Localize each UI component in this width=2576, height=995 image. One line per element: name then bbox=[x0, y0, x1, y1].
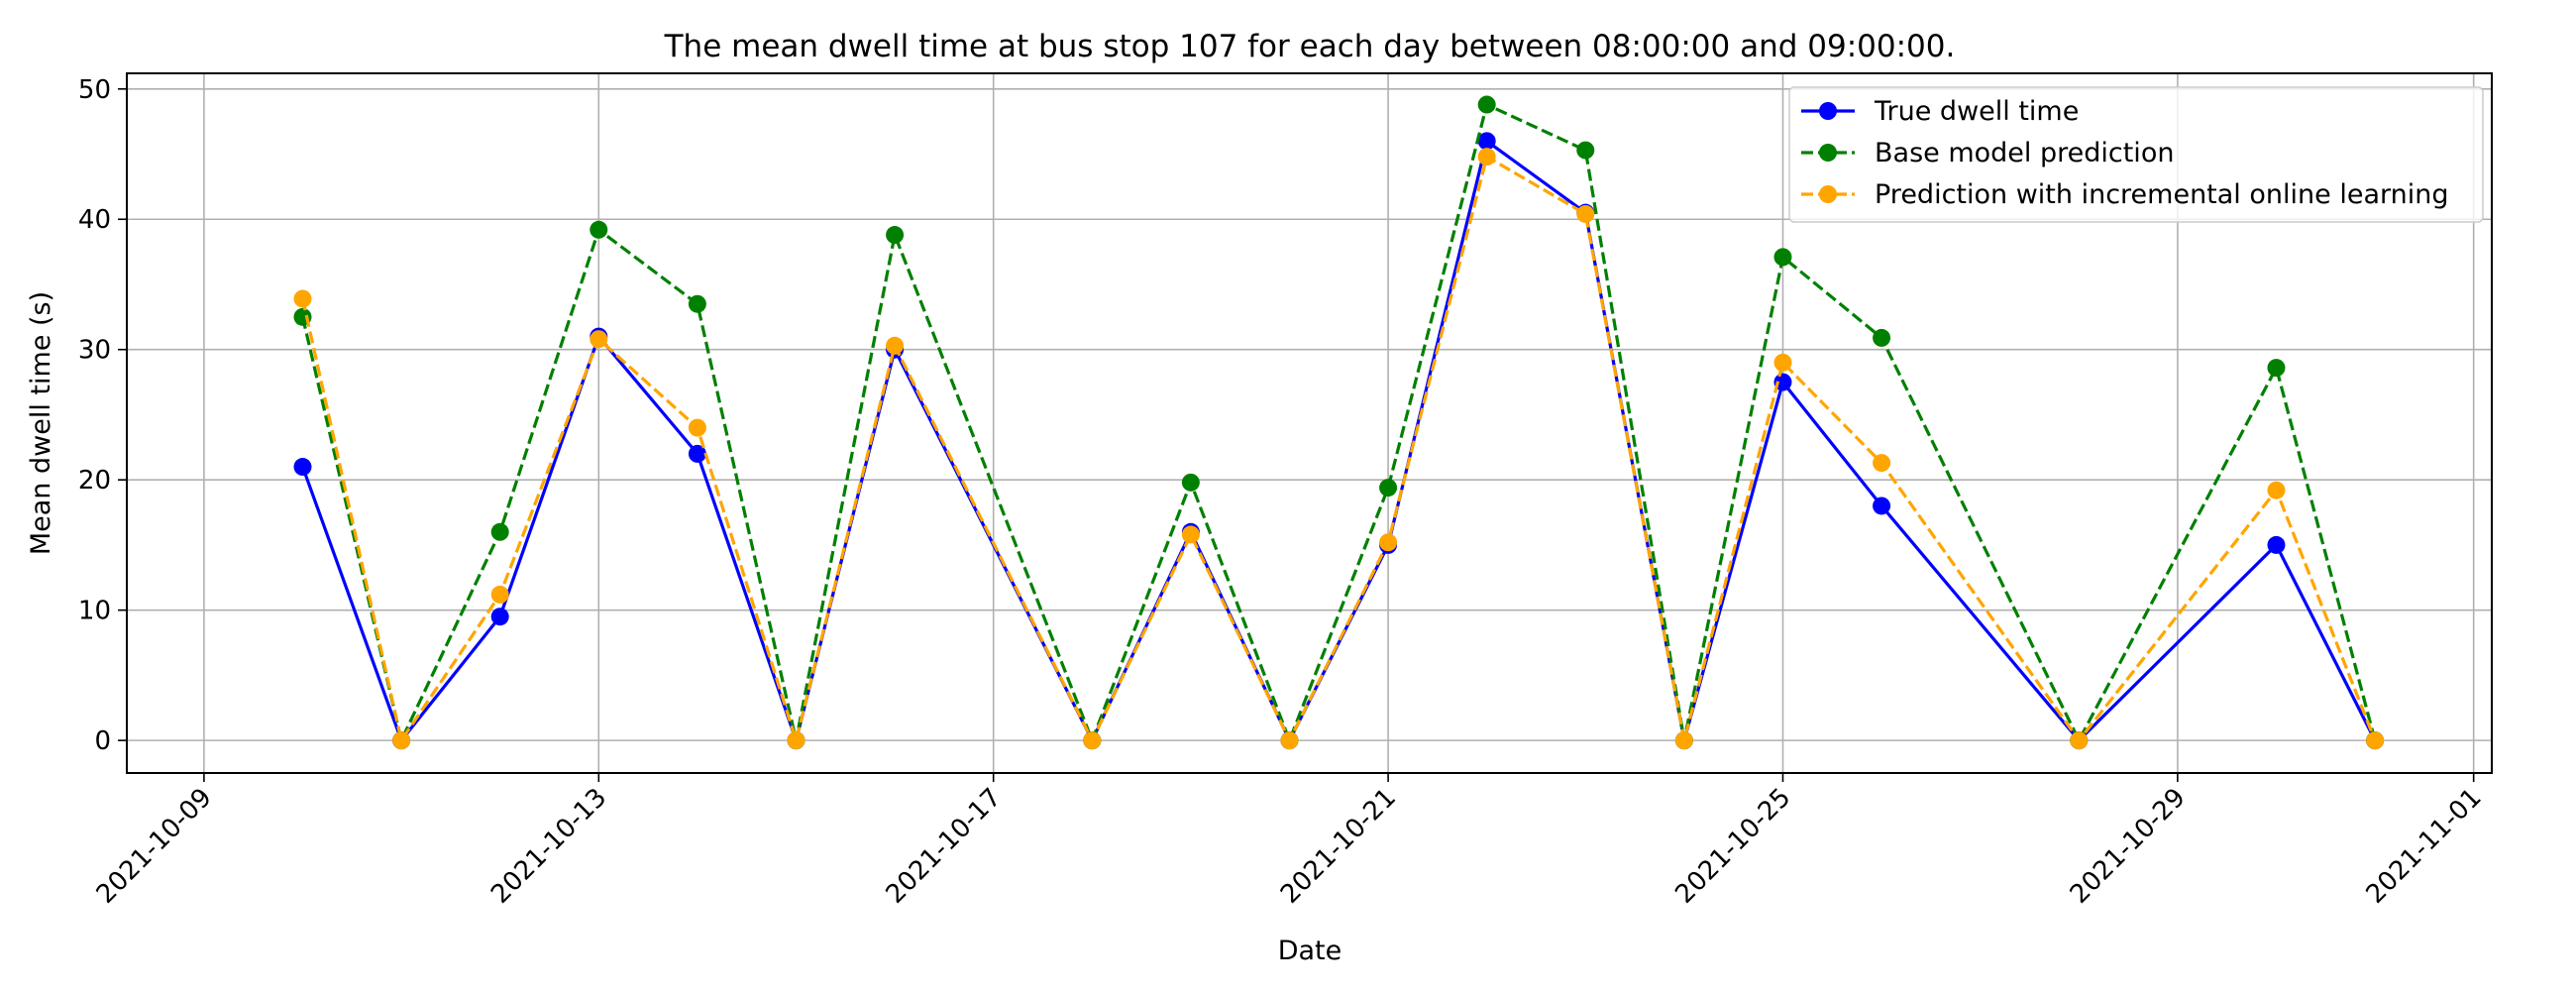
data-point bbox=[1873, 328, 1891, 347]
data-point bbox=[1477, 132, 1496, 151]
data-point bbox=[886, 226, 905, 245]
legend-entry: Prediction with incremental online learn… bbox=[1801, 179, 2449, 210]
y-tick-label: 50 bbox=[78, 75, 111, 105]
x-tick-label: 2021-10-17 bbox=[881, 783, 1008, 910]
data-point bbox=[490, 585, 509, 604]
data-point bbox=[787, 731, 805, 750]
x-axis-label: Date bbox=[1278, 936, 1342, 966]
data-point bbox=[293, 289, 312, 308]
data-point bbox=[886, 336, 905, 355]
data-point bbox=[490, 608, 509, 626]
series-layer bbox=[293, 95, 2385, 750]
legend-marker bbox=[1819, 102, 1837, 120]
data-point bbox=[392, 731, 411, 750]
y-tick-label: 20 bbox=[78, 466, 111, 496]
data-point bbox=[2070, 731, 2089, 750]
x-tick-label: 2021-10-21 bbox=[1275, 783, 1402, 910]
y-tick-label: 40 bbox=[78, 205, 111, 235]
data-point bbox=[1773, 373, 1792, 391]
data-point bbox=[1576, 141, 1595, 160]
legend-entry: True dwell time bbox=[1801, 96, 2079, 127]
data-point bbox=[590, 330, 608, 349]
legend-marker bbox=[1819, 185, 1837, 203]
legend-label: Prediction with incremental online learn… bbox=[1875, 179, 2449, 210]
data-point bbox=[688, 444, 706, 463]
data-point bbox=[490, 522, 509, 541]
series-line bbox=[300, 155, 2377, 742]
legend-box bbox=[1788, 86, 2484, 223]
data-point bbox=[1477, 148, 1496, 166]
data-point bbox=[688, 418, 706, 437]
plot-frame bbox=[126, 72, 2493, 774]
data-point bbox=[2366, 731, 2385, 750]
data-point bbox=[1083, 731, 1102, 750]
data-point bbox=[688, 294, 706, 313]
legend-entry: Base model prediction bbox=[1801, 138, 2174, 168]
data-point bbox=[1379, 533, 1398, 552]
data-point bbox=[2267, 535, 2286, 554]
y-tick-label: 10 bbox=[78, 597, 111, 626]
chart-title: The mean dwell time at bus stop 107 for … bbox=[664, 29, 1956, 64]
x-tick-label: 2021-10-09 bbox=[91, 783, 218, 910]
data-point bbox=[1477, 95, 1496, 114]
series-line bbox=[300, 139, 2377, 742]
data-point bbox=[1873, 454, 1891, 473]
legend-label: True dwell time bbox=[1874, 96, 2079, 127]
legend-marker bbox=[1819, 144, 1837, 162]
data-point bbox=[1576, 204, 1595, 223]
data-point bbox=[2267, 481, 2286, 499]
y-axis-label: Mean dwell time (s) bbox=[26, 291, 56, 555]
legend: True dwell time Base model prediction Pred… bbox=[1788, 86, 2484, 223]
data-point bbox=[1379, 479, 1398, 498]
data-point bbox=[1674, 731, 1693, 750]
x-tick-label: 2021-10-13 bbox=[485, 783, 612, 910]
data-point bbox=[293, 458, 312, 477]
data-point bbox=[1873, 497, 1891, 515]
series-3 bbox=[293, 148, 2385, 750]
y-tick-label: 0 bbox=[94, 726, 111, 756]
data-point bbox=[1280, 731, 1299, 750]
data-point bbox=[1181, 525, 1200, 544]
y-tick-label: 30 bbox=[78, 336, 111, 366]
legend-label: Base model prediction bbox=[1875, 138, 2174, 168]
data-point bbox=[1773, 248, 1792, 267]
data-point bbox=[1773, 353, 1792, 372]
data-point bbox=[590, 220, 608, 239]
x-tick-label: 2021-11-01 bbox=[2361, 783, 2488, 910]
data-point bbox=[1181, 473, 1200, 492]
data-point bbox=[2267, 359, 2286, 378]
x-tick-label: 2021-10-29 bbox=[2065, 783, 2192, 910]
series-1 bbox=[293, 132, 2385, 750]
x-tick-label: 2021-10-25 bbox=[1669, 783, 1796, 910]
